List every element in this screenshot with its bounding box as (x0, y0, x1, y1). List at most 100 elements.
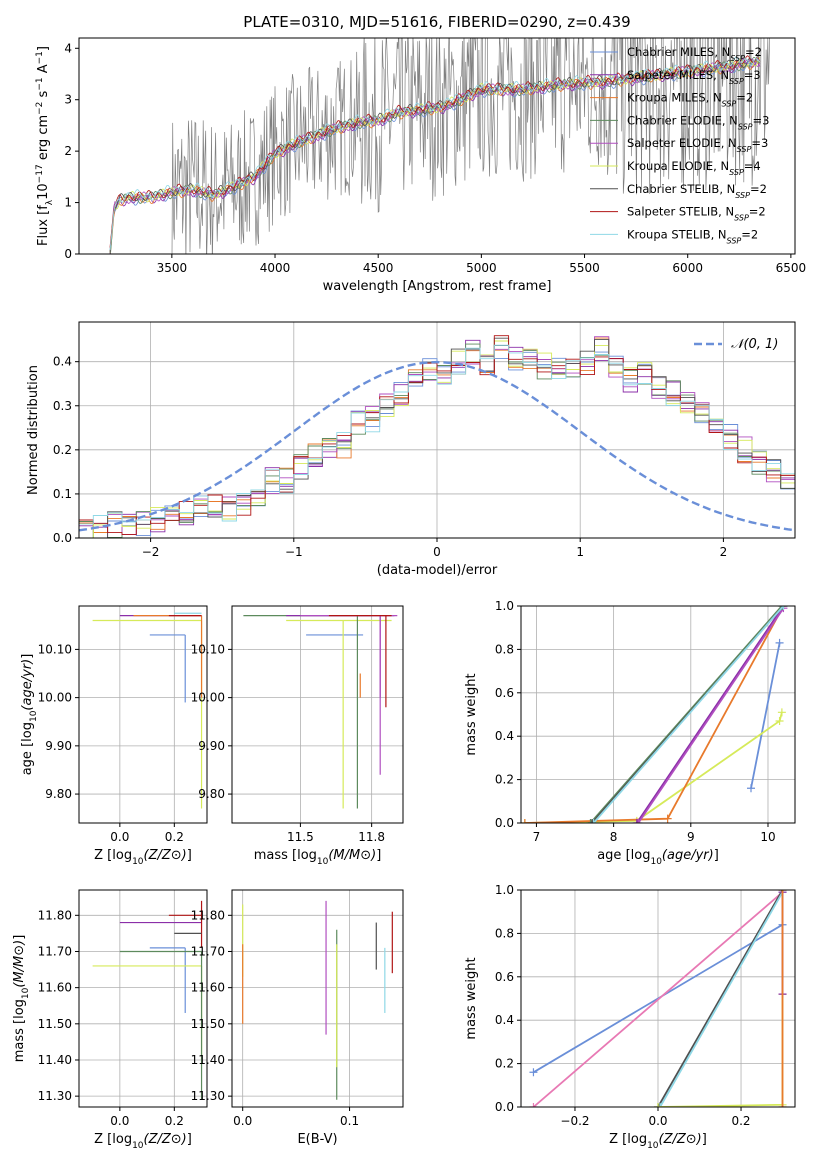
x-tick-label: 2 (720, 545, 728, 559)
y-tick-label: 11.30 (191, 1089, 225, 1103)
data-spectrum (171, 38, 770, 254)
weight-marker (779, 606, 788, 610)
y-tick-label: 0.6 (495, 970, 514, 984)
y-tick-label: 0.1 (53, 487, 72, 501)
weight-marker (588, 819, 597, 823)
weight-line (636, 606, 785, 823)
x-tick-label: 11.8 (358, 830, 385, 844)
x-tick-label: 0 (433, 545, 441, 559)
histogram-step (79, 335, 795, 536)
weight-marker (778, 890, 787, 894)
y-tick-label: 11.60 (191, 981, 225, 995)
normal-curve (79, 360, 795, 532)
y-tick-label: 11.40 (38, 1053, 72, 1067)
plot-area (79, 335, 795, 538)
x-tick-label: 0.0 (110, 830, 129, 844)
legend-entry: Chabrier STELIB, NSSP=2 (627, 182, 767, 200)
x-tick-label: 4000 (260, 261, 291, 275)
legend-entry: Salpeter ELODIE, NSSP=3 (627, 136, 768, 154)
y-tick-label: 9.90 (45, 739, 72, 753)
x-tick-label: 10 (760, 830, 775, 844)
y-tick-label: 11.70 (38, 944, 72, 958)
x-tick-label: 0.2 (165, 830, 184, 844)
y-tick-label: 1.0 (495, 599, 514, 613)
y-tick-label: 11.60 (38, 981, 72, 995)
weight-line (589, 606, 783, 823)
y-tick-label: 1 (64, 196, 72, 210)
x-axis-label: (data-model)/error (377, 563, 498, 578)
weight-line (637, 607, 785, 823)
x-tick-label: 4500 (363, 261, 394, 275)
weight-marker (586, 819, 595, 823)
y-axis-label: mass [log10(M/M⊙)] (12, 935, 31, 1063)
y-tick-label: 11.80 (38, 908, 72, 922)
y-tick-label: 0.2 (495, 773, 514, 787)
axes-frame (520, 889, 796, 1108)
y-tick-label: 10.00 (38, 691, 72, 705)
y-tick-label: 4 (64, 41, 72, 55)
weight-marker (589, 819, 598, 823)
weight-marker (632, 819, 641, 823)
weight-marker (778, 1103, 787, 1107)
y-tick-label: 11.70 (191, 944, 225, 958)
plot-area (521, 606, 788, 823)
x-tick-label: 1 (576, 545, 584, 559)
x-tick-label: 5000 (466, 261, 497, 275)
y-tick-label: 0.4 (53, 355, 72, 369)
y-tick-label: 0.8 (495, 642, 514, 656)
y-tick-label: 0.4 (495, 1013, 514, 1027)
axes-frame (231, 605, 404, 824)
y-tick-label: 0.2 (495, 1057, 514, 1071)
weight-marker (521, 819, 529, 823)
histogram-step (79, 344, 795, 525)
panel-spectrum: 3500 4000 4500 5000 5500 6000 6500 0 1 2 3 4 Chabrie… (35, 37, 807, 294)
y-tick-label: 9.80 (45, 787, 72, 801)
y-tick-label: 9.80 (198, 787, 225, 801)
y-tick-label: 0.8 (495, 926, 514, 940)
y-tick-label: 10.10 (191, 642, 225, 656)
y-axis-label: Normed distribution (26, 365, 41, 495)
weight-marker (663, 814, 672, 823)
weight-line (532, 891, 784, 1107)
legend-entry: Kroupa ELODIE, NSSP=4 (627, 159, 761, 177)
legend-entry: Kroupa MILES, NSSP=2 (627, 91, 753, 109)
plot-area (92, 612, 203, 809)
x-tick-label: 0.2 (731, 1114, 750, 1128)
weight-marker (654, 1103, 662, 1107)
axes-frame (231, 889, 404, 1108)
plot-area (109, 38, 770, 254)
model-line (109, 60, 761, 254)
weight-marker (529, 1068, 538, 1077)
model-line (109, 57, 761, 253)
legend-entry: Chabrier ELODIE, NSSP=3 (627, 113, 769, 130)
y-tick-label: 11.50 (38, 1017, 72, 1031)
x-tick-label: −2 (142, 545, 160, 559)
y-tick-label: 10.10 (38, 642, 72, 656)
panel-age_vs_Z: 0.0 0.2 9.80 9.90 10.00 10.10 Z [log10(Z/Z⊙)] a… (20, 605, 208, 867)
y-tick-label: 1.0 (495, 883, 514, 897)
legend-entry: Chabrier MILES, NSSP=2 (627, 45, 762, 63)
legend-entry: Kroupa STELIB, NSSP=2 (627, 227, 758, 245)
plot-area (529, 890, 787, 1107)
y-tick-label: 0 (64, 247, 72, 261)
weight-line (659, 891, 784, 1107)
legend-entry: 𝒩(0, 1) (731, 337, 778, 352)
y-tick-label: 11.30 (38, 1089, 72, 1103)
x-axis-label: wavelength [Angstrom, rest frame] (323, 279, 552, 294)
panel-age_vs_mass: 11.5 11.8 9.80 9.90 10.00 10.10 mass [log10(M/… (191, 605, 404, 867)
x-tick-label: 5500 (569, 261, 600, 275)
weight-marker (634, 819, 643, 823)
x-tick-label: 6000 (672, 261, 703, 275)
x-tick-label: 0.0 (648, 1114, 667, 1128)
x-tick-label: 6500 (776, 261, 807, 275)
y-tick-label: 11.40 (191, 1053, 225, 1067)
panels: 3500 4000 4500 5000 5500 6000 6500 0 1 2 3 4 Chabrie… (12, 37, 807, 1151)
panel-mass_vs_ebv: 0.0 0.1 11.30 11.40 11.50 11.60 11.70 11.80 E(B-… (191, 889, 404, 1147)
panel-residuals: −2 −1 0 1 2 0.0 0.1 0.2 0.3 0.4 𝒩(0, 1) (data-model… (26, 321, 796, 578)
x-tick-label: 8 (610, 830, 618, 844)
x-tick-label: 0.2 (165, 1114, 184, 1128)
legend-entry: Salpeter STELIB, NSSP=2 (627, 205, 766, 223)
y-tick-label: 0.4 (495, 729, 514, 743)
